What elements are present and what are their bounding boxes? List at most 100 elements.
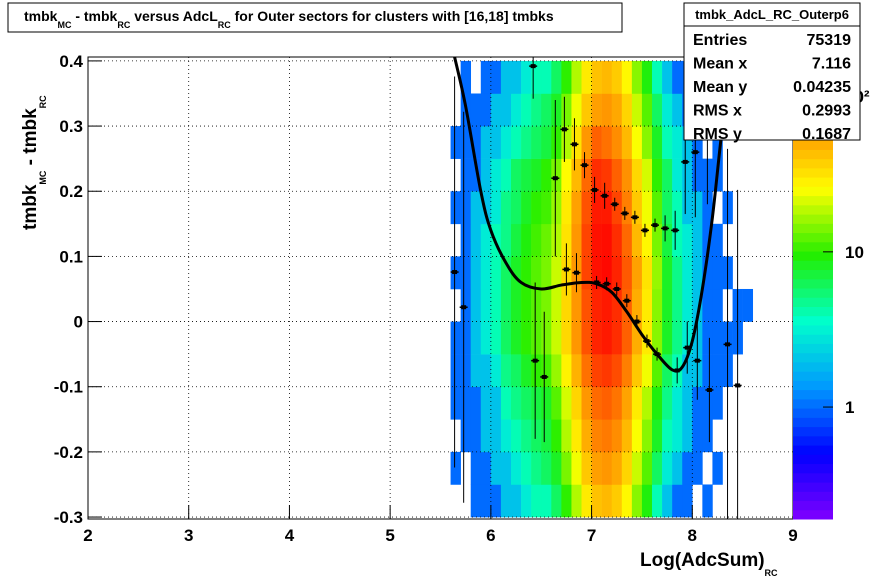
color-band [793,269,833,280]
cell [591,386,602,420]
cell [662,191,673,225]
stats-title: tmbk_AdcL_RC_Outerp6 [695,7,849,22]
cell [631,223,643,257]
cell [682,419,693,453]
cell [641,288,653,322]
color-band [793,435,833,446]
cell [541,223,552,257]
cell [621,451,633,485]
cell [652,386,663,420]
cell [682,126,693,159]
cell [470,354,482,388]
color-band [793,398,833,409]
cell [601,484,613,518]
cell [561,419,572,453]
cell [511,60,522,94]
cell [450,354,461,388]
cell [551,223,562,257]
subscript: RC [218,20,231,30]
color-band [793,241,833,252]
color-band [793,306,833,317]
color-band [793,491,833,502]
label-part: tmbk [24,8,58,24]
cell [460,419,472,453]
cell [672,484,683,518]
cell [742,288,754,322]
cell [692,288,703,322]
cell [641,93,653,127]
cell [631,93,643,127]
cell [631,191,643,225]
stats-label: RMS x [693,103,742,120]
cell [682,484,693,518]
cell [631,256,643,290]
cell [500,419,512,453]
cell [460,60,472,94]
cell [480,386,492,420]
chart-title: tmbkMC - tmbkRC versus AdcLRC for Outer … [24,8,554,30]
cell [601,321,613,355]
cell [601,60,613,94]
stats-label: Mean x [693,56,747,73]
cell [591,484,602,518]
cell [641,419,653,453]
cell [490,191,502,225]
cell [621,354,633,388]
cell [692,451,703,485]
cell [652,256,663,290]
color-band [793,408,833,418]
cell [450,191,461,225]
profile [450,57,742,519]
color-band [793,315,833,326]
cell [561,223,572,257]
cell [631,60,643,94]
cell [500,60,512,94]
cell [641,60,653,94]
cell [611,60,623,94]
cell [490,60,502,94]
cell [631,126,643,159]
cell [672,419,683,453]
cell [631,354,643,388]
color-band [793,334,833,344]
cell [541,288,552,322]
label-part: - tmbk [71,8,117,24]
cell [551,126,562,159]
cell [652,354,663,388]
cell [662,158,673,192]
cell [611,191,623,225]
cell [521,288,532,322]
cell [682,288,693,322]
cell [541,386,552,420]
stats-value: 0.2993 [802,103,851,120]
cell [500,288,512,322]
cell [511,158,522,192]
cell [611,158,623,192]
cell [500,158,512,192]
cell [521,256,532,290]
cell [561,288,572,322]
cell [551,93,562,127]
cell [541,126,552,159]
cell [551,321,562,355]
cell [672,158,683,192]
color-band [793,167,833,178]
color-band [793,343,833,354]
cell [531,126,542,159]
fit-line [453,57,735,373]
cell [551,60,562,94]
cell [511,126,522,159]
cell [682,256,693,290]
heatmap [450,60,754,518]
subscript: RC [765,568,778,578]
cell [470,484,482,518]
cell [662,288,673,322]
x-tick-label: 5 [385,526,394,545]
cell [490,126,502,159]
cell [712,288,723,322]
cell [692,223,703,257]
cell [571,288,582,322]
cell [561,386,572,420]
cell [511,93,522,127]
